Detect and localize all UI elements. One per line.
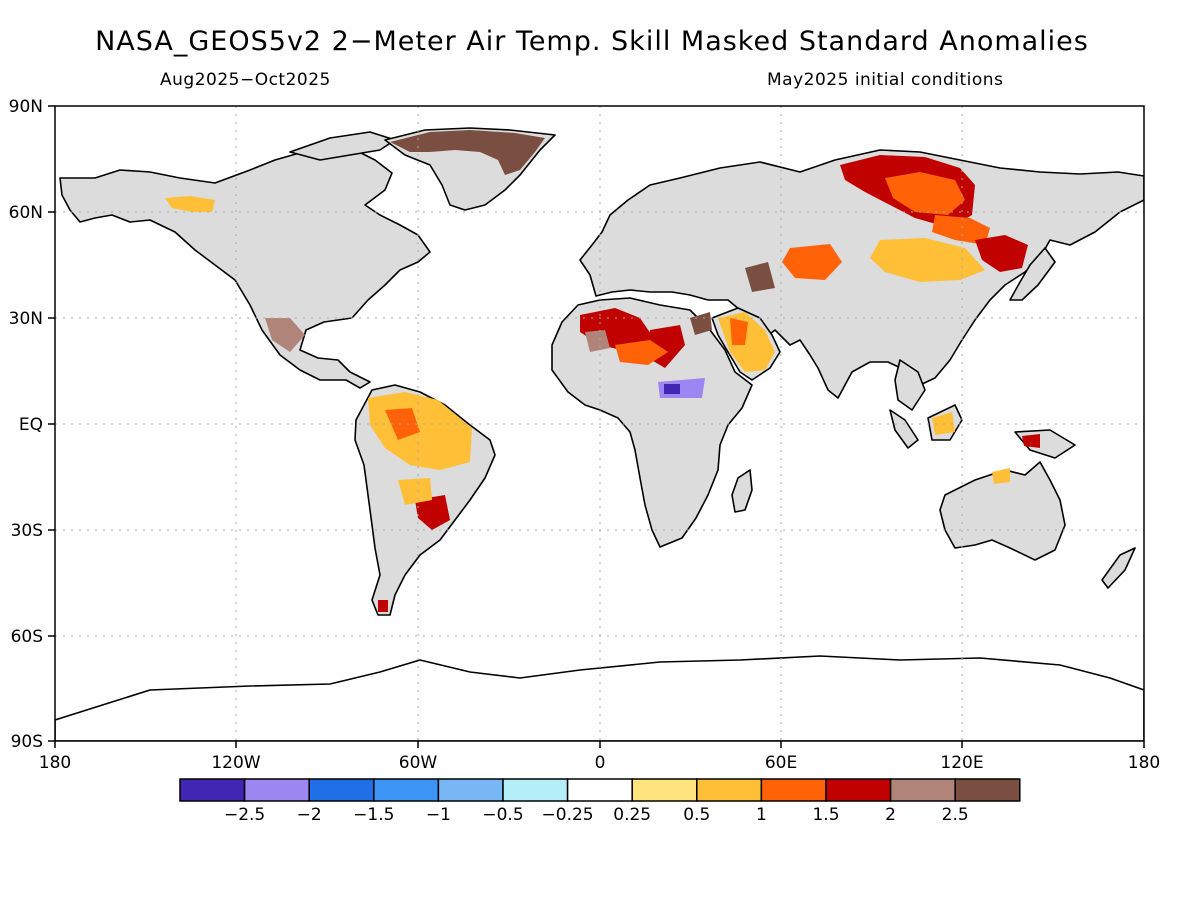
colorbar-label-1: −2 [297,805,322,825]
colorbar-label-0: −2.5 [224,805,265,825]
land-sumatra [889,409,919,449]
colorbar: −2.5 −2 −1.5 −1 −0.5 −0.25 0.25 0.5 1 1.5 2 2.5 [179,778,1021,825]
anomaly-greenland [390,130,545,175]
anomaly-east-asia [975,235,1028,272]
anomaly-shading [165,130,1040,612]
colorbar-swatch-7 [631,778,698,802]
anomaly-arabia-core [730,318,748,345]
graticule [55,106,1144,741]
colorbar-label-5: −0.25 [542,805,594,825]
lon-label-60e: 60E [765,753,797,773]
colorbar-swatch-10 [825,778,892,802]
lon-label-60w: 60W [399,753,438,773]
colorbar-swatch-6 [566,778,633,802]
colorbar-label-2: −1.5 [353,805,394,825]
lat-label-90s: 90S [11,732,43,752]
lat-label-30n: 30N [9,309,43,329]
lat-label-30s: 30S [11,521,43,541]
colorbar-label-10: 2 [885,805,896,825]
colorbar-swatch-2 [308,778,375,802]
colorbar-label-3: −1 [426,805,451,825]
anomaly-brazil-mid [398,478,432,505]
anomaly-sahara-mid [615,340,668,365]
colorbar-swatch-8 [696,778,763,802]
lon-label-120e: 120E [940,753,983,773]
colorbar-swatch-1 [243,778,310,802]
colorbar-swatch-3 [373,778,440,802]
axis-ticks [48,105,1145,748]
anomaly-sahel-deep [664,384,680,394]
lon-label-0: 0 [595,753,606,773]
anomaly-siberia-south [932,215,990,245]
colorbar-label-9: 1.5 [812,805,839,825]
colorbar-swatch-0 [179,778,246,802]
colorbar-label-7: 0.5 [683,805,710,825]
land-arctic-islands [289,131,396,161]
colorbar-swatch-12 [954,778,1021,802]
land-north-america [59,144,431,389]
land-indochina [894,359,926,411]
anomaly-amazon-core [385,408,420,440]
anomaly-brazil-south [415,495,450,530]
land-madagascar [731,469,753,513]
anomaly-central-asia [870,238,985,282]
colorbar-label-6: 0.25 [613,805,651,825]
anomaly-alaska [165,196,215,212]
initial-conditions: May2025 initial conditions [767,70,1004,90]
colorbar-swatch-4 [437,778,504,802]
anomaly-australia-north [992,468,1010,484]
anomaly-mexico [265,318,305,352]
map-area [55,106,1144,741]
lat-labels: 90N 60N 30N EQ 30S 60S 90S [9,97,43,752]
lon-label-180w: 180 [39,753,71,773]
land-australia [939,461,1066,561]
anomaly-patagonia [378,600,388,612]
lon-labels: 180 120W 60W 0 60E 120E 180 [39,753,1160,773]
anomaly-caspian [745,262,775,292]
anomaly-siberia-inner [885,172,965,215]
lon-label-120w: 120W [211,753,260,773]
anomaly-sahara-sw [585,330,610,352]
forecast-period: Aug2025−Oct2025 [160,70,331,90]
lat-label-60s: 60S [11,627,43,647]
land-japan [1009,247,1056,301]
lat-label-60n: 60N [9,203,43,223]
colorbar-swatch-11 [889,778,956,802]
anomaly-new-guinea [1022,434,1040,448]
lat-label-90n: 90N [9,97,43,117]
colorbar-label-8: 1 [756,805,767,825]
land-new-zealand [1101,547,1136,589]
lon-label-180e: 180 [1128,753,1160,773]
anomaly-kazakhstan [782,244,842,280]
colorbar-swatch-9 [760,778,827,802]
lat-label-eq: EQ [19,415,43,435]
colorbar-label-4: −0.5 [482,805,523,825]
map-title: NASA_GEOS5v2 2−Meter Air Temp. Skill Mas… [95,26,1089,57]
colorbar-swatch-5 [502,778,569,802]
colorbar-label-11: 2.5 [942,805,969,825]
